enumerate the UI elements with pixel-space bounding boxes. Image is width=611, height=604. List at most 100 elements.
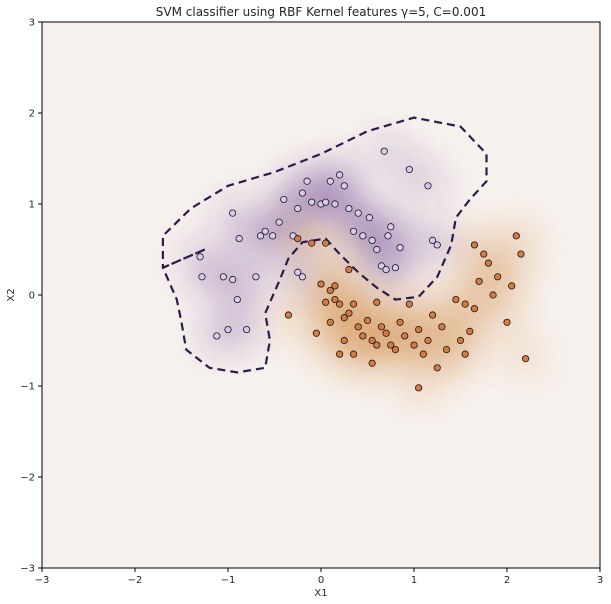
data-point-lower (438, 323, 446, 331)
data-point-lower (317, 280, 325, 288)
data-point-lower (345, 309, 353, 317)
data-point-lower (391, 345, 399, 354)
data-point-upper (229, 209, 237, 217)
data-point-upper (380, 147, 388, 155)
data-point-upper (269, 232, 277, 240)
data-point-lower (405, 300, 413, 308)
data-point-upper (256, 232, 265, 240)
data-point-lower (433, 364, 441, 372)
decision-boundary (161, 116, 488, 374)
y-tick-label: −2 (20, 473, 35, 484)
data-point-lower (354, 323, 362, 331)
data-point-upper (298, 273, 306, 281)
data-point-upper (368, 236, 376, 244)
data-point-upper (340, 182, 348, 190)
data-point-upper (384, 232, 392, 240)
data-point-upper (308, 198, 316, 206)
data-point-lower (345, 265, 353, 274)
data-point-lower (456, 336, 465, 345)
data-point-lower (312, 329, 320, 337)
data-point-lower (428, 311, 437, 319)
data-point-upper (252, 273, 260, 281)
x-tick-label: 3 (597, 575, 603, 586)
data-point-lower (326, 286, 334, 295)
data-point-lower (349, 300, 358, 308)
data-point-upper (433, 241, 441, 249)
y-tick-label: 2 (29, 109, 35, 120)
data-point-lower (396, 318, 404, 326)
data-point-upper (198, 273, 206, 281)
data-point-lower (419, 350, 427, 358)
data-point-lower (340, 336, 348, 345)
x-tick-label: 2 (504, 575, 510, 586)
y-axis-label: X2 (6, 288, 17, 301)
data-point-lower (349, 350, 358, 358)
data-point-lower (517, 250, 525, 258)
data-point-upper (428, 236, 437, 244)
data-point-upper (349, 227, 358, 235)
data-point-lower (401, 332, 409, 340)
data-point-upper (280, 195, 288, 204)
data-point-upper (196, 253, 204, 261)
data-point-lower (368, 359, 376, 367)
data-point-lower (308, 239, 316, 247)
data-points-layer (196, 147, 530, 392)
data-point-upper (382, 265, 390, 274)
x-tick-label: −3 (35, 575, 50, 586)
data-point-upper (396, 244, 404, 252)
data-point-lower (461, 300, 469, 308)
data-point-upper (424, 182, 432, 190)
data-point-lower (368, 336, 376, 345)
data-point-lower (335, 300, 344, 308)
data-point-lower (442, 345, 451, 354)
data-point-lower (503, 318, 511, 326)
data-point-lower (489, 291, 497, 299)
data-point-lower (377, 323, 386, 331)
data-point-upper (354, 209, 362, 217)
data-point-lower (387, 341, 395, 349)
data-point-upper (345, 204, 353, 213)
data-point-upper (359, 232, 367, 240)
data-point-lower (410, 341, 418, 349)
data-point-upper (303, 177, 311, 185)
x-axis-label: X1 (314, 588, 327, 599)
data-point-lower (363, 316, 372, 325)
chart-title: SVM classifier using RBF Kernel features… (156, 5, 486, 19)
y-tick-label: −1 (20, 382, 35, 393)
x-axis-ticks: −3 −2 −1 0 1 2 3 (35, 568, 603, 586)
data-point-upper (326, 177, 334, 185)
data-point-lower (470, 305, 479, 313)
data-point-upper (377, 262, 386, 270)
data-point-upper (229, 275, 237, 284)
data-point-lower (521, 355, 530, 363)
data-point-upper (219, 273, 227, 281)
data-point-lower (424, 336, 432, 345)
data-point-lower (470, 241, 479, 249)
data-point-lower (322, 239, 330, 247)
data-point-lower (294, 234, 302, 243)
data-point-lower (331, 295, 339, 304)
y-tick-label: 3 (29, 18, 35, 29)
data-point-upper (224, 325, 232, 334)
data-point-upper (243, 325, 251, 334)
data-point-upper (298, 189, 306, 197)
data-point-lower (512, 232, 520, 240)
x-tick-label: 0 (318, 575, 324, 586)
data-point-lower (340, 314, 348, 322)
data-point-upper (365, 214, 373, 222)
y-tick-label: 0 (29, 291, 35, 302)
data-point-lower (466, 327, 474, 335)
data-point-upper (322, 198, 330, 206)
data-point-lower (335, 350, 344, 358)
data-point-upper (213, 332, 221, 340)
y-tick-label: 1 (29, 200, 35, 211)
data-point-lower (484, 259, 492, 267)
data-point-upper (261, 227, 269, 235)
data-point-lower (494, 273, 502, 281)
data-point-lower (359, 332, 367, 340)
data-point-lower (373, 298, 381, 306)
data-point-lower (284, 311, 293, 319)
data-point-upper (235, 234, 243, 243)
data-point-upper (335, 171, 344, 179)
